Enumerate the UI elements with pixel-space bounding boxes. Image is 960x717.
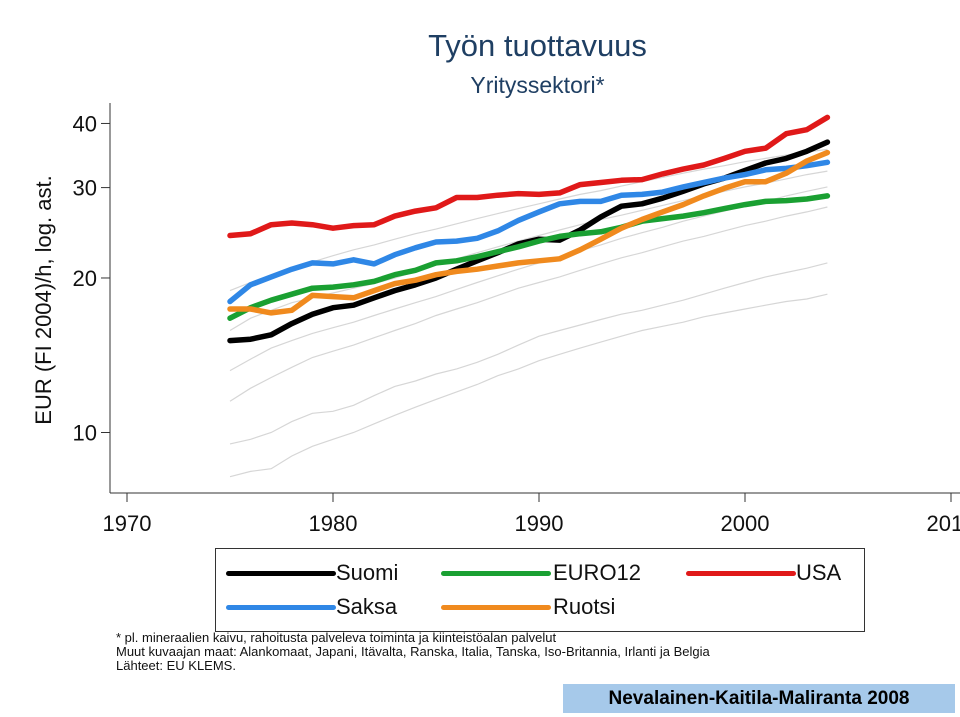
y-tick-label: 30 (73, 176, 97, 201)
series-line-saksa (227, 159, 831, 305)
legend-label-ruotsi: Ruotsi (553, 594, 616, 619)
chart-area: 10 20 30 40 1970 1980 1990 2000 2010 (73, 103, 960, 536)
series-line-euro12 (227, 193, 831, 321)
chart-title: Työn tuottavuus (428, 28, 647, 63)
legend-label-euro12: EURO12 (553, 560, 642, 585)
other-country-line (229, 262, 828, 445)
legend-swatch-suomi (226, 571, 336, 576)
x-tick-label: 1990 (515, 511, 564, 536)
y-tick-label: 20 (73, 266, 97, 291)
series-line-ruotsi (227, 149, 831, 316)
series-line-usa (227, 114, 831, 239)
y-tick-label: 10 (73, 421, 97, 446)
other-country-line (229, 293, 828, 478)
other-country-line (229, 148, 828, 292)
footnote-sources: Lähteet: EU KLEMS. (116, 658, 236, 673)
y-tick-label: 40 (73, 111, 97, 136)
x-tick-label: 1980 (309, 511, 358, 536)
legend-label-saksa: Saksa (336, 594, 398, 619)
footnote-excluded-sectors: * pl. mineraalien kaivu, rahoitusta palv… (116, 630, 557, 645)
legend: Suomi EURO12 USA Saksa Ruotsi (215, 548, 865, 632)
legend-swatch-ruotsi (441, 605, 551, 610)
author-credit: Nevalainen-Kaitila-Maliranta 2008 (563, 684, 955, 713)
legend-swatch-saksa (226, 605, 336, 610)
footnotes: * pl. mineraalien kaivu, rahoitusta palv… (116, 631, 710, 673)
x-tick-label: 1970 (103, 511, 152, 536)
x-tick-label: 2010 (927, 511, 960, 536)
chart-subtitle: Yritys­sektori* (470, 72, 605, 98)
footnote-other-countries: Muut kuvaajan maat: Alankomaat, Japani, … (116, 644, 710, 659)
legend-swatch-usa (686, 571, 796, 576)
x-tick-label: 2000 (721, 511, 770, 536)
legend-label-suomi: Suomi (336, 560, 399, 585)
other-country-line (229, 206, 828, 402)
legend-swatch-euro12 (441, 571, 551, 576)
legend-label-usa: USA (796, 560, 842, 585)
